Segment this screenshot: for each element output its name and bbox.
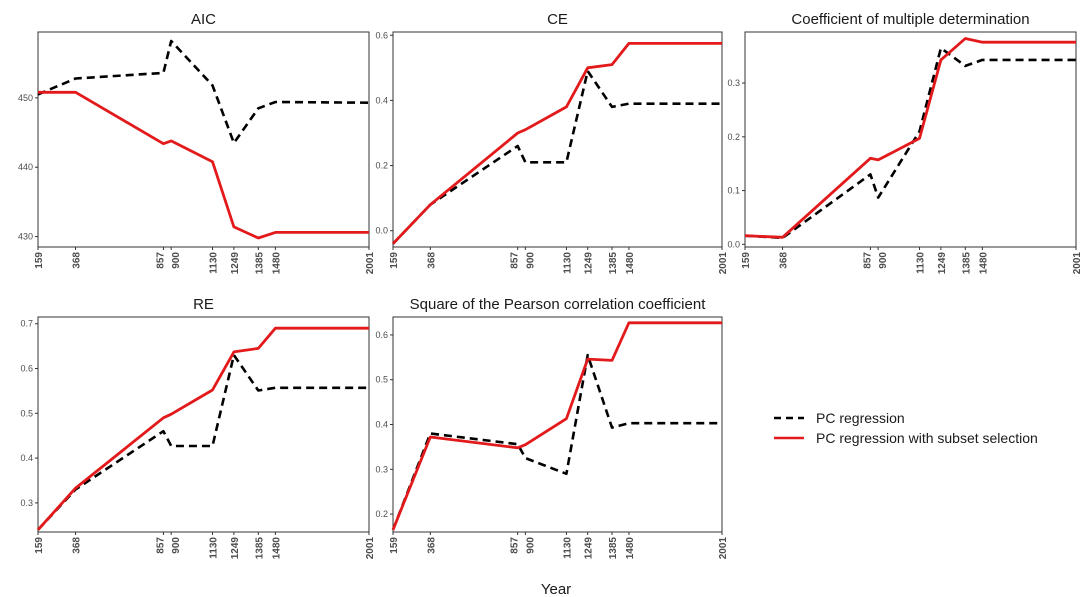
chart-panel: AIC 430 440 450 159 368 857 900 1130 1249 1385 1480… (18, 11, 376, 274)
x-tick-label: 1130 (208, 537, 219, 559)
x-tick-label: 1480 (625, 252, 636, 275)
x-tick-label: 900 (525, 252, 536, 269)
y-tick-label: 0.0 (727, 239, 740, 249)
x-tick-label: 857 (155, 537, 166, 554)
chart-panel: Coefficient of multiple determination 0.0… (727, 11, 1080, 274)
plot-frame (37, 31, 370, 248)
y-tick-label: 450 (18, 93, 33, 103)
x-tick-label: 159 (389, 537, 400, 554)
legend-label-pc-regression-subset: PC regression with subset selection (816, 430, 1038, 446)
chart-panels: AIC 430 440 450 159 368 857 900 1130 1249 1385 1480… (18, 11, 1080, 559)
x-tick-label: 1249 (584, 537, 595, 560)
series-line-pc-regression (37, 353, 369, 531)
y-tick-label: 0.3 (20, 498, 33, 508)
x-tick-label: 1130 (562, 537, 573, 559)
series-line-pc-regression-subset (36, 326, 369, 531)
y-tick-label: 0.4 (375, 420, 388, 430)
y-tick-label: 0.1 (727, 186, 740, 196)
y-tick-label: 0.2 (727, 132, 740, 142)
x-tick-label: 368 (72, 252, 83, 269)
x-tick-label: 368 (72, 537, 83, 554)
x-tick-label: 2001 (718, 252, 729, 275)
x-tick-label: 159 (34, 537, 45, 554)
y-tick-label: 0.5 (20, 408, 33, 418)
y-tick-label: 0.7 (20, 319, 33, 329)
y-tick-label: 0.3 (727, 78, 740, 88)
y-tick-label: 0.0 (375, 226, 388, 236)
x-tick-label: 857 (155, 252, 166, 269)
x-tick-label: 1130 (562, 252, 573, 274)
plot-frame (392, 31, 723, 248)
x-tick-label: 900 (525, 537, 536, 554)
x-tick-label: 1385 (608, 537, 619, 560)
x-tick-label: 1385 (961, 252, 972, 275)
x-tick-label: 900 (878, 252, 889, 269)
x-tick-label: 900 (171, 252, 182, 269)
x-tick-label: 159 (34, 252, 45, 269)
x-tick-label: 1249 (584, 252, 595, 275)
series-line-pc-regression-subset (391, 42, 722, 245)
series-line-pc-regression (744, 46, 1076, 240)
series-line-pc-regression (37, 39, 370, 145)
y-tick-label: 0.4 (375, 95, 388, 105)
y-tick-label: 0.2 (375, 161, 388, 171)
chart-panel: RE 0.3 0.4 0.5 0.6 0.7 159 368 857 900 1130 1249 138… (20, 296, 376, 559)
x-tick-label: 1480 (625, 537, 636, 560)
x-tick-label: 159 (389, 252, 400, 269)
x-tick-label: 1385 (254, 537, 265, 560)
legend-label-pc-regression: PC regression (816, 410, 905, 426)
y-tick-label: 0.6 (375, 330, 388, 340)
chart-title: Square of the Pearson correlation coeffi… (410, 296, 707, 313)
x-tick-label: 2001 (365, 252, 376, 275)
series-line-pc-regression (392, 69, 722, 245)
legend: PC regression PC regression with subset … (774, 410, 1038, 446)
x-tick-label: 368 (426, 537, 437, 554)
x-tick-label: 2001 (365, 537, 376, 560)
plot-frame (37, 316, 370, 533)
x-tick-label: 857 (510, 537, 521, 554)
x-tick-label: 159 (741, 252, 752, 269)
y-tick-label: 0.3 (375, 464, 388, 474)
y-tick-label: 0.4 (20, 453, 33, 463)
x-tick-label: 1249 (937, 252, 948, 275)
x-tick-label: 1385 (254, 252, 265, 275)
x-axis-label: Year (541, 581, 571, 597)
chart-title: CE (547, 11, 568, 28)
x-tick-label: 368 (779, 252, 790, 269)
x-tick-label: 2001 (1072, 252, 1080, 275)
x-tick-label: 1385 (608, 252, 619, 275)
x-tick-label: 1480 (271, 252, 282, 275)
x-tick-label: 1130 (915, 252, 926, 274)
y-tick-label: 0.6 (20, 364, 33, 374)
series-line-pc-regression-subset (744, 37, 1076, 239)
series-line-pc-regression (391, 353, 722, 531)
x-tick-label: 857 (862, 252, 873, 269)
x-tick-label: 1480 (271, 537, 282, 560)
x-tick-label: 900 (171, 537, 182, 554)
x-tick-label: 1130 (208, 252, 219, 274)
y-tick-label: 0.5 (375, 375, 388, 385)
x-tick-label: 1249 (230, 537, 241, 560)
x-tick-label: 2001 (718, 537, 729, 560)
x-tick-label: 1249 (230, 252, 241, 275)
y-tick-label: 0.2 (375, 509, 388, 519)
chart-title: RE (193, 296, 214, 313)
series-line-pc-regression-subset (391, 321, 722, 531)
x-tick-label: 1480 (978, 252, 989, 275)
x-tick-label: 857 (510, 252, 521, 269)
plot-frame (744, 31, 1077, 248)
x-tick-label: 368 (426, 252, 437, 269)
chart-panel: CE 0.0 0.2 0.4 0.6 159 368 857 900 1130 1249 1385 14… (375, 11, 729, 274)
y-tick-label: 440 (18, 162, 33, 172)
chart-panel: Square of the Pearson correlation coeffi… (375, 296, 729, 559)
y-tick-label: 430 (18, 232, 33, 242)
chart-title: AIC (191, 11, 216, 28)
y-tick-label: 0.6 (375, 30, 388, 40)
chart-title: Coefficient of multiple determination (791, 11, 1029, 28)
series-line-pc-regression-subset (38, 90, 369, 240)
